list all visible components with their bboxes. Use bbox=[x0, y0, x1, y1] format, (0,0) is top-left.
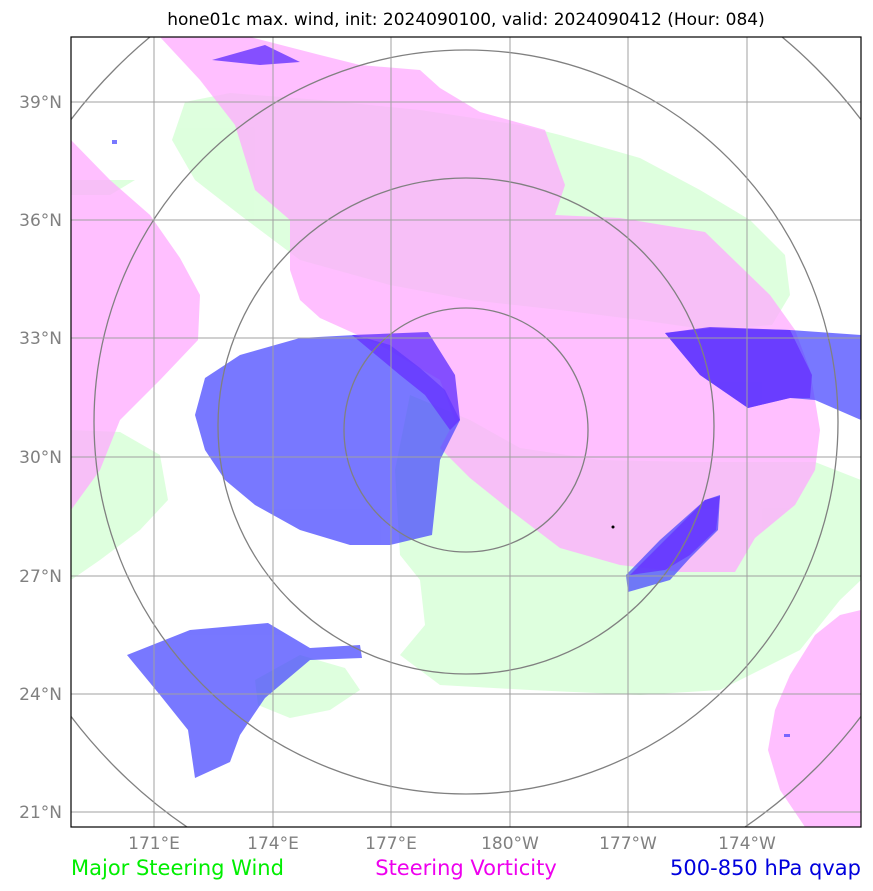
lon-label-180w: 180°W bbox=[481, 834, 539, 854]
qvap-dark-region-north bbox=[212, 45, 300, 65]
lon-label-171e: 171°E bbox=[128, 834, 180, 854]
range-ring-2 bbox=[217, 177, 715, 675]
qvap-region-southwest bbox=[127, 623, 362, 778]
legend-steering-vorticity: Steering Vorticity bbox=[375, 856, 557, 880]
legend-qvap: 500-850 hPa qvap bbox=[670, 856, 861, 880]
lat-axis-labels: 39°N 36°N 33°N 30°N 27°N 24°N 21°N bbox=[19, 93, 62, 823]
qvap-speck-northwest bbox=[112, 140, 117, 144]
qvap-speck-southeast bbox=[784, 734, 790, 737]
legend-steering-wind: Major Steering Wind bbox=[71, 856, 284, 880]
lon-axis-labels: 171°E 174°E 177°E 180°W 177°W 174°W bbox=[128, 834, 776, 854]
gridlines bbox=[71, 37, 861, 827]
lat-label-36: 36°N bbox=[19, 211, 62, 231]
lon-label-174e: 174°E bbox=[247, 834, 299, 854]
steering-vorticity-region-west bbox=[71, 140, 200, 510]
plot-frame bbox=[70, 36, 862, 828]
steering-vorticity-layer bbox=[71, 37, 861, 827]
steering-vorticity-region-southeast bbox=[768, 610, 861, 827]
lat-label-33: 33°N bbox=[19, 329, 62, 349]
lat-label-24: 24°N bbox=[19, 685, 62, 705]
map-title: hone01c max. wind, init: 2024090100, val… bbox=[167, 10, 765, 30]
qvap-dark-region-center bbox=[352, 332, 460, 430]
lat-label-30: 30°N bbox=[19, 448, 62, 468]
legend: Major Steering Wind Steering Vorticity 5… bbox=[71, 856, 861, 880]
lat-label-21: 21°N bbox=[19, 803, 62, 823]
lon-label-177w: 177°W bbox=[599, 834, 657, 854]
range-ring-3 bbox=[93, 49, 839, 795]
lon-label-177e: 177°E bbox=[365, 834, 417, 854]
storm-center-marker bbox=[611, 525, 615, 529]
steering-vorticity-region-main bbox=[160, 37, 820, 572]
lon-label-174w: 174°W bbox=[718, 834, 776, 854]
range-ring-1 bbox=[343, 307, 589, 553]
lat-label-39: 39°N bbox=[19, 93, 62, 113]
lat-label-27: 27°N bbox=[19, 567, 62, 587]
qvap-region-west bbox=[195, 335, 460, 545]
